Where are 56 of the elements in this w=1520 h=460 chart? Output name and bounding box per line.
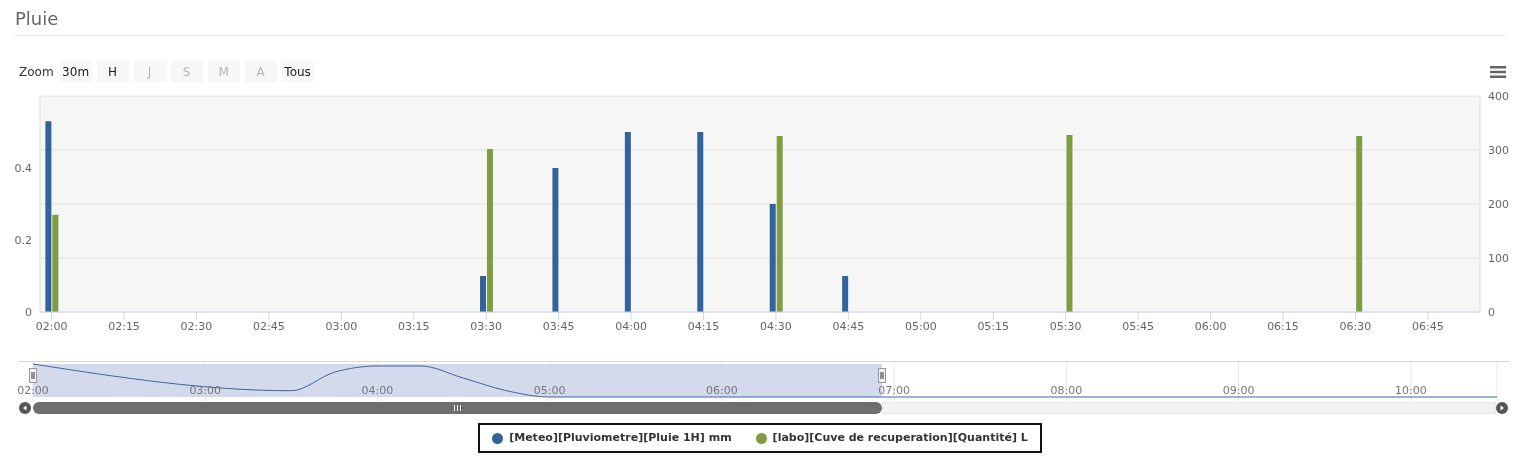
x-tick-label: 05:15 bbox=[977, 319, 1010, 333]
x-tick-label: 03:00 bbox=[189, 383, 222, 397]
y-tick-label: 0.2 bbox=[14, 233, 32, 247]
y2-tick-label: 100 bbox=[1488, 251, 1509, 265]
x-tick-label: 02:45 bbox=[253, 319, 285, 333]
chart-title: Pluie bbox=[15, 8, 59, 29]
x-tick-label: 06:30 bbox=[1339, 319, 1372, 333]
legend-label: [labo][Cuve de recuperation][Quantité] L bbox=[772, 430, 1028, 446]
x-tick-label: 05:00 bbox=[904, 319, 937, 333]
zoom-button: J bbox=[133, 61, 166, 82]
x-tick-label: 03:15 bbox=[397, 319, 430, 333]
x-tick-label: 03:45 bbox=[542, 319, 575, 333]
bar bbox=[624, 132, 631, 312]
text: Zoom bbox=[19, 64, 54, 79]
y2-tick-label: 200 bbox=[1488, 197, 1509, 211]
x-tick-label: 02:00 bbox=[17, 383, 49, 397]
x-tick-label: 03:30 bbox=[470, 319, 503, 333]
x-tick-label: 04:00 bbox=[615, 319, 647, 333]
x-tick-label: 06:15 bbox=[1267, 319, 1299, 333]
x-tick-label: 02:30 bbox=[180, 319, 213, 333]
zoom-button: H bbox=[96, 61, 129, 82]
x-tick-label: 04:00 bbox=[361, 383, 394, 397]
zoom-button: Tous bbox=[281, 61, 314, 82]
legend-label: [Meteo][Pluviometre][Pluie 1H] mm bbox=[509, 430, 732, 446]
zoom-button: 30m bbox=[59, 61, 92, 82]
x-tick-label: 05:30 bbox=[1049, 319, 1082, 333]
bar bbox=[552, 168, 559, 312]
y2-tick-label: 0 bbox=[1488, 305, 1495, 319]
x-tick-label: 04:30 bbox=[760, 319, 792, 333]
x-tick-label: 05:45 bbox=[1122, 319, 1154, 333]
x-tick-label: 04:45 bbox=[832, 319, 865, 333]
x-tick-label: 06:00 bbox=[1194, 319, 1227, 333]
x-tick-label: 02:00 bbox=[35, 319, 68, 333]
zoom-button: S bbox=[170, 61, 203, 82]
bar bbox=[486, 148, 493, 312]
x-tick-label: 06:45 bbox=[1412, 319, 1444, 333]
x-tick-label: 03:00 bbox=[325, 319, 358, 333]
bar bbox=[842, 276, 849, 312]
y2-tick-label: 400 bbox=[1488, 89, 1509, 103]
zoom-button: M bbox=[207, 61, 240, 82]
bar bbox=[1356, 135, 1363, 312]
zoom-button: A bbox=[244, 61, 277, 82]
x-tick-label: 05:00 bbox=[533, 383, 566, 397]
bar bbox=[479, 276, 486, 312]
x-tick-label: 08:00 bbox=[1050, 383, 1083, 397]
bar bbox=[697, 132, 704, 312]
x-tick-label: 10:00 bbox=[1395, 383, 1427, 397]
y2-tick-label: 300 bbox=[1488, 143, 1509, 157]
x-tick-label: 07:00 bbox=[878, 383, 911, 397]
y-tick-label: 0 bbox=[25, 305, 32, 319]
x-tick-label: 02:15 bbox=[108, 319, 140, 333]
x-tick-label: 04:15 bbox=[687, 319, 720, 333]
y-tick-label: 0.4 bbox=[14, 161, 32, 175]
x-tick-label: 09:00 bbox=[1222, 383, 1255, 397]
bar bbox=[1066, 134, 1073, 312]
x-tick-label: 06:00 bbox=[706, 383, 738, 397]
